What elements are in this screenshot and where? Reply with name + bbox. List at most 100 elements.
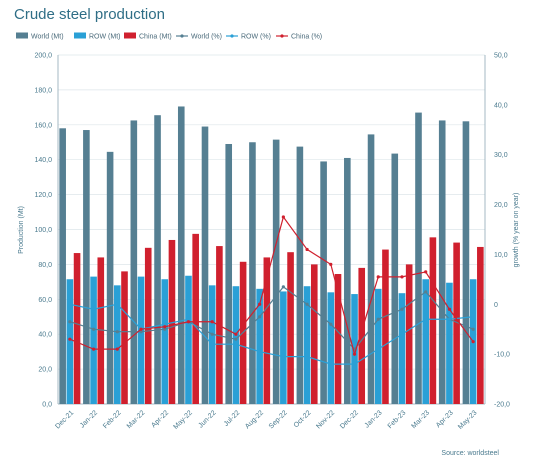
series-point xyxy=(234,332,238,336)
series-point xyxy=(352,362,357,366)
series-point xyxy=(376,275,380,279)
series-point xyxy=(305,247,309,252)
y-tick-label: 0,0 xyxy=(42,402,52,409)
series-point xyxy=(400,307,404,311)
legend-swatch xyxy=(74,32,86,39)
series-point xyxy=(139,327,143,331)
x-tick-label: Apr-22 xyxy=(150,409,170,429)
bar xyxy=(296,146,304,405)
bar xyxy=(320,161,327,404)
series-point xyxy=(471,327,475,331)
y-axis-title: Production (Mt) xyxy=(18,206,25,254)
series-point xyxy=(91,307,96,311)
bar xyxy=(287,252,294,404)
legend-label: ROW (Mt) xyxy=(89,34,121,41)
bar xyxy=(382,249,389,404)
x-tick-label: Jun-22 xyxy=(198,409,218,429)
series-line xyxy=(69,286,474,351)
bar xyxy=(280,291,287,404)
bar xyxy=(334,273,342,404)
series-point xyxy=(115,302,119,306)
series-point xyxy=(281,285,285,289)
series-point xyxy=(210,320,214,324)
bar xyxy=(168,239,176,404)
series-line xyxy=(69,215,474,357)
bar xyxy=(121,271,128,404)
series-point xyxy=(163,322,167,326)
bar xyxy=(438,120,446,404)
series-point xyxy=(329,262,333,266)
bar xyxy=(90,276,97,404)
bar xyxy=(453,242,460,404)
bar xyxy=(73,253,81,404)
x-tick-label: May-23 xyxy=(457,409,479,431)
y2-tick-label: -20,0 xyxy=(494,402,510,409)
y2-tick-label: 10,0 xyxy=(494,252,508,259)
bar xyxy=(154,115,161,404)
series-point xyxy=(163,325,167,329)
x-tick-label: Dec-22 xyxy=(339,409,360,430)
series-point xyxy=(352,352,357,356)
series-point xyxy=(186,317,191,321)
series-point xyxy=(115,347,119,351)
x-tick-label: Mar-23 xyxy=(410,409,431,430)
series-point xyxy=(210,342,214,346)
legend-swatch xyxy=(124,32,136,39)
legend-label: World (Mt) xyxy=(31,34,64,41)
bar xyxy=(405,264,413,404)
y2-tick-label: 20,0 xyxy=(494,202,508,209)
x-tick-label: Nov-22 xyxy=(315,409,336,430)
bar xyxy=(66,279,74,404)
y-tick-label: 140,0 xyxy=(34,157,52,164)
x-tick-label: Jul-22 xyxy=(223,409,242,428)
x-tick-label: Feb-22 xyxy=(102,409,123,430)
series-point xyxy=(186,320,191,324)
y-tick-label: 20,0 xyxy=(38,367,52,374)
series-point xyxy=(68,302,72,306)
source-note: Source: worldsteel xyxy=(441,450,499,457)
x-tick-label: Dec-21 xyxy=(54,409,75,430)
bar xyxy=(185,275,192,404)
x-tick-label: Mar-22 xyxy=(126,409,147,430)
legend-marker xyxy=(180,34,184,38)
bar xyxy=(144,247,152,404)
series-point xyxy=(424,317,428,321)
y2-tick-label: 40,0 xyxy=(494,102,508,109)
bar xyxy=(114,285,121,404)
series-point xyxy=(329,362,333,366)
bar xyxy=(303,286,311,404)
lines xyxy=(68,215,475,366)
x-tick-label: Jan-23 xyxy=(364,409,384,429)
series-point xyxy=(258,302,262,306)
series-point xyxy=(234,337,238,341)
bar xyxy=(201,126,209,405)
chart-title: Crude steel production xyxy=(14,6,165,23)
bar xyxy=(192,233,199,404)
series-point xyxy=(68,320,72,324)
y2-tick-label: 50,0 xyxy=(494,53,508,60)
legend-label: China (Mt) xyxy=(139,34,172,41)
bar xyxy=(225,143,233,404)
bar xyxy=(97,257,105,404)
bar xyxy=(327,292,335,404)
y2-tick-label: 0 xyxy=(494,302,498,309)
x-tick-label: Oct-22 xyxy=(293,409,313,429)
series-point xyxy=(234,342,238,346)
bar xyxy=(263,257,271,404)
y-tick-label: 180,0 xyxy=(34,87,52,94)
bar xyxy=(398,293,406,404)
bar xyxy=(256,288,263,404)
bar xyxy=(391,153,399,404)
bar xyxy=(161,279,169,404)
y-tick-label: 100,0 xyxy=(34,227,52,234)
x-tick-label: Apr-23 xyxy=(435,409,455,429)
y-tick-label: 160,0 xyxy=(34,122,52,129)
axes: 0,0 20,0 40,0 60,0 80,0 100,0 120,0 140,0 160,0 1… xyxy=(34,53,510,431)
bar xyxy=(358,267,366,404)
series-point xyxy=(258,350,262,354)
legend-label: World (%) xyxy=(191,34,222,41)
x-tick-label: Feb-23 xyxy=(387,409,408,430)
series-point xyxy=(471,340,475,344)
x-tick-label: Aug-22 xyxy=(244,409,265,430)
